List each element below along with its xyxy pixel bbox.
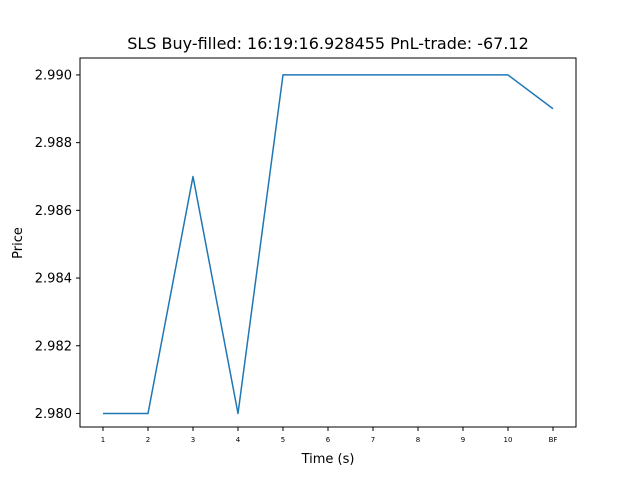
y-tick-label: 2.982 <box>35 339 72 354</box>
x-axis: 1 2 3 4 5 6 7 8 9 10 BF <box>101 427 558 444</box>
x-tick-label: 8 <box>416 436 420 444</box>
x-tick-label: BF <box>549 436 558 444</box>
y-tick-label: 2.984 <box>35 272 72 287</box>
x-tick-label: 6 <box>326 436 331 444</box>
plot-area <box>103 74 554 415</box>
y-tick-label: 2.980 <box>35 407 72 422</box>
x-tick-label: 2 <box>146 436 150 444</box>
x-tick-label: 3 <box>191 436 195 444</box>
x-tick-label: 10 <box>504 436 513 444</box>
x-tick-label: 9 <box>461 436 465 444</box>
x-tick-label: 5 <box>281 436 285 444</box>
y-tick-label: 2.986 <box>35 204 72 219</box>
chart-title: SLS Buy-filled: 16:19:16.928455 PnL-trad… <box>127 34 529 53</box>
axes-frame <box>79 57 577 428</box>
x-tick-label: 1 <box>101 436 105 444</box>
x-tick-label: 4 <box>236 436 241 444</box>
y-tick-label: 2.990 <box>35 68 72 83</box>
x-axis-label: Time (s) <box>301 452 355 467</box>
series-line-0 <box>103 74 554 415</box>
y-axis-label: Price <box>11 227 26 259</box>
y-tick-label: 2.988 <box>35 136 72 151</box>
x-tick-label: 7 <box>371 436 375 444</box>
y-axis: 2.980 2.982 2.984 2.986 2.988 2.990 <box>35 68 80 422</box>
